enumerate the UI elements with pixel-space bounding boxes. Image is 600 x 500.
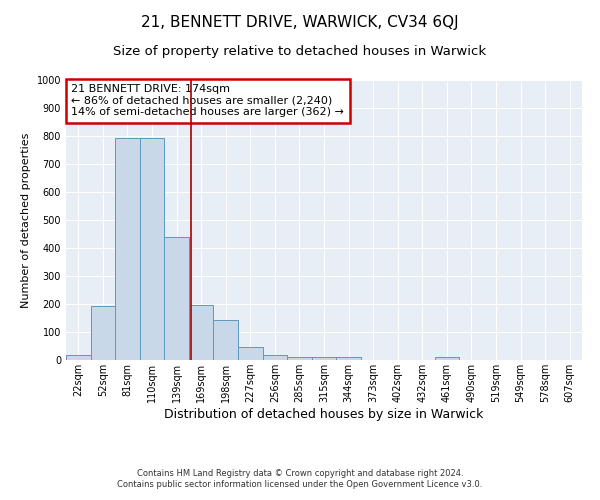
X-axis label: Distribution of detached houses by size in Warwick: Distribution of detached houses by size … (164, 408, 484, 421)
Bar (238, 346, 263, 360)
Bar (66, 355, 91, 360)
Y-axis label: Number of detached properties: Number of detached properties (21, 132, 31, 308)
Bar (287, 357, 312, 360)
Text: 21, BENNETT DRIVE, WARWICK, CV34 6QJ: 21, BENNETT DRIVE, WARWICK, CV34 6QJ (141, 15, 459, 30)
Text: Contains HM Land Registry data © Crown copyright and database right 2024.: Contains HM Land Registry data © Crown c… (137, 468, 463, 477)
Bar (189, 305, 214, 360)
Text: Contains public sector information licensed under the Open Government Licence v3: Contains public sector information licen… (118, 480, 482, 489)
Bar (336, 357, 361, 360)
Bar (91, 306, 115, 360)
Bar (434, 357, 459, 360)
Bar (140, 138, 164, 360)
Bar (115, 138, 140, 360)
Text: Size of property relative to detached houses in Warwick: Size of property relative to detached ho… (113, 45, 487, 58)
Bar (263, 355, 287, 360)
Text: 21 BENNETT DRIVE: 174sqm
← 86% of detached houses are smaller (2,240)
14% of sem: 21 BENNETT DRIVE: 174sqm ← 86% of detach… (71, 84, 344, 117)
Bar (312, 357, 336, 360)
Bar (214, 320, 238, 360)
Bar (164, 237, 189, 360)
